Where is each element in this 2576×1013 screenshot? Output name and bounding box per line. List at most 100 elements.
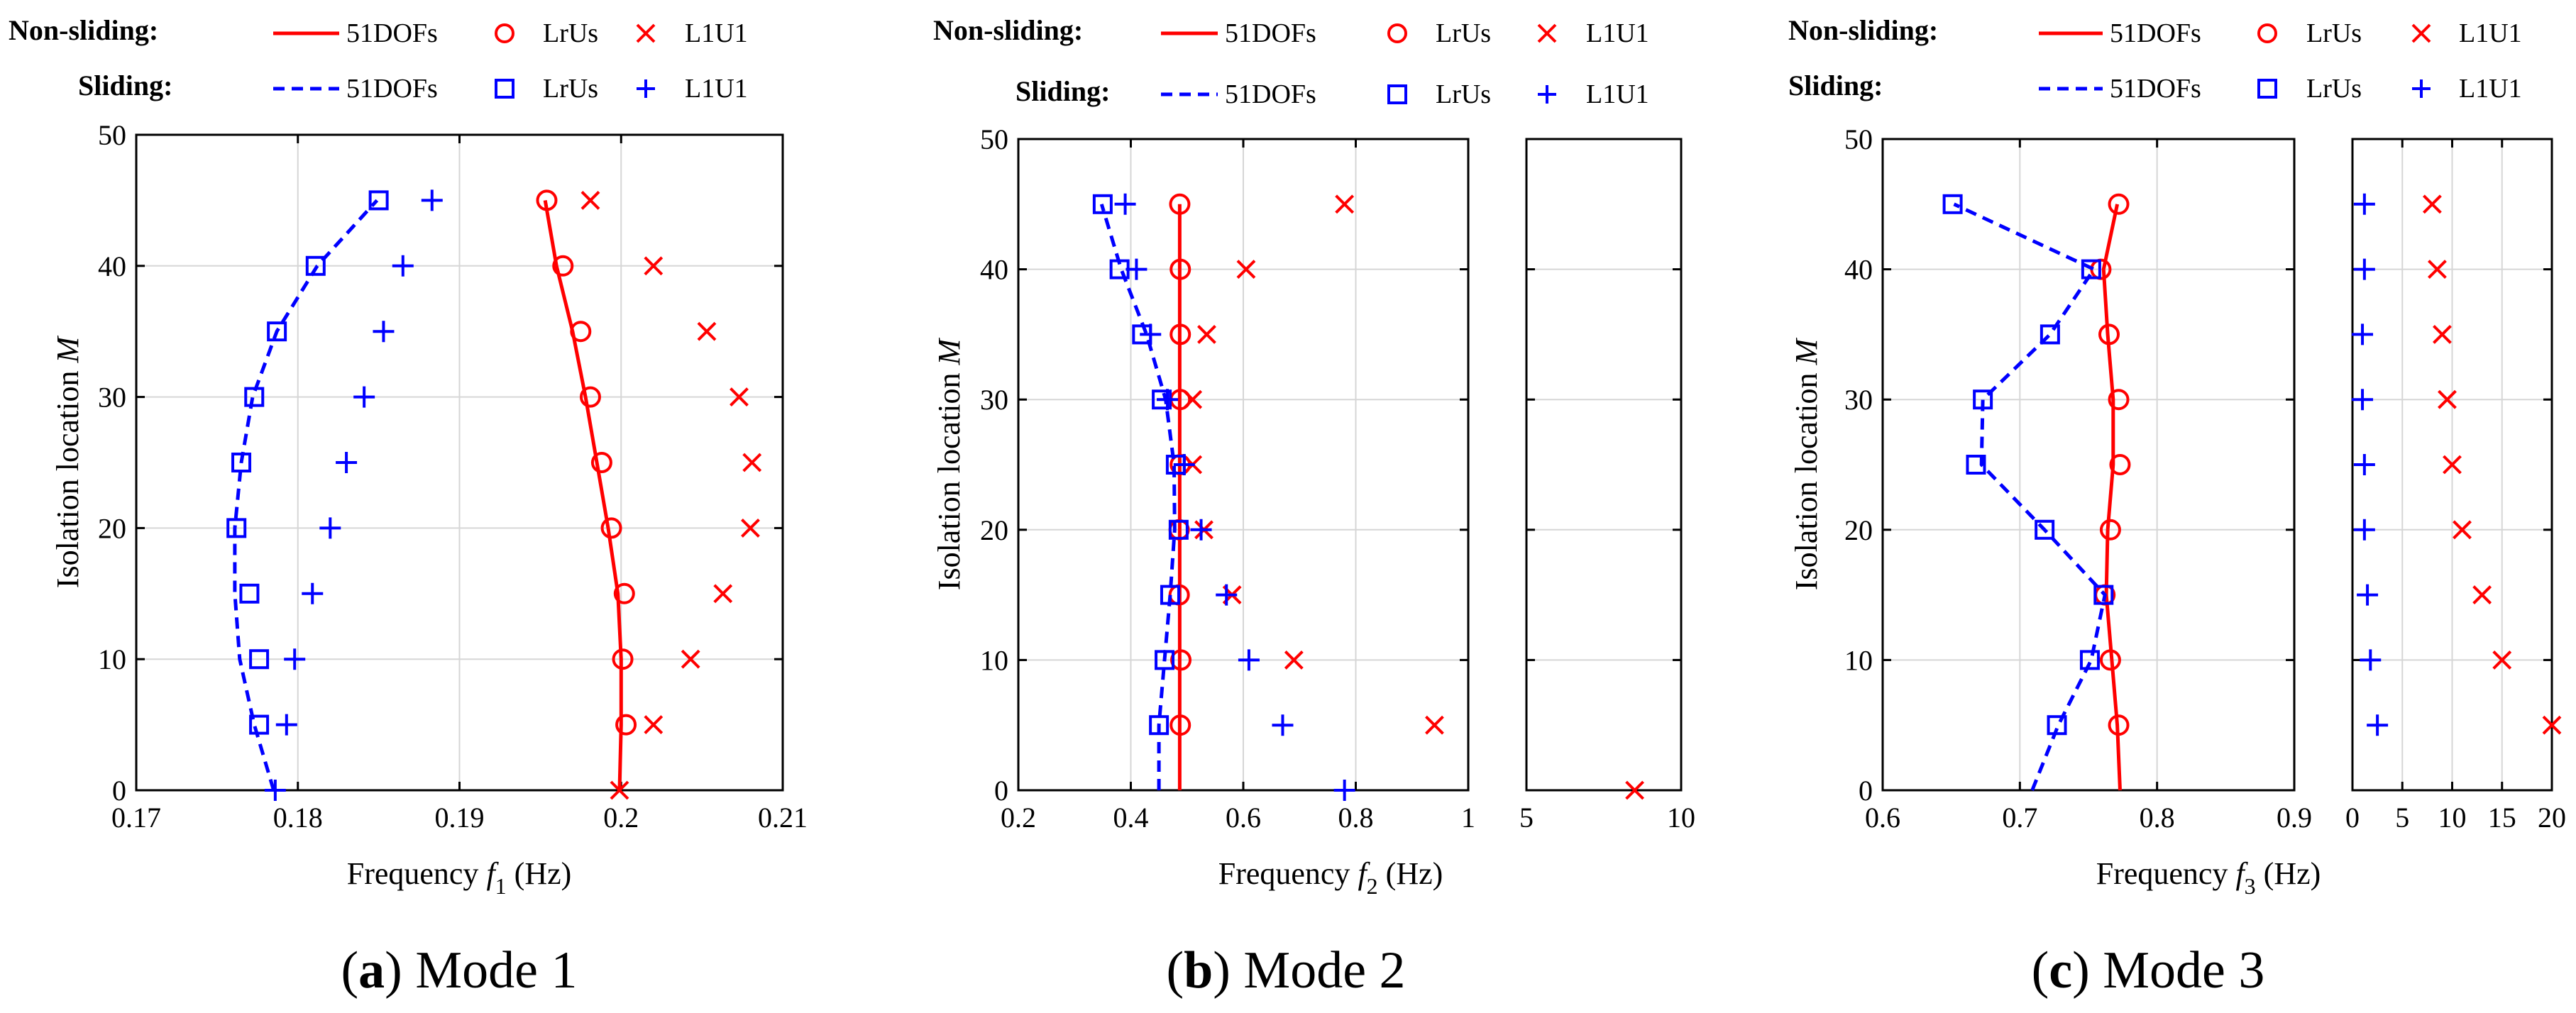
p2-xlabel-part-0: Frequency [1218,856,1358,891]
p2-ylabel-var: M [932,337,967,365]
p3-main-xtick-label: 0.9 [2277,802,2312,834]
p3-point-sliding-lrus [2093,585,2114,605]
p1-point-non-sliding-l1u1 [644,256,664,276]
p3-point-non-sliding-l1u1 [2443,455,2462,475]
p3-main-ytick-label: 50 [1844,123,1873,155]
p1-main-ytick-label: 20 [98,512,126,544]
p3-main-ytick-label: 30 [1844,384,1873,416]
p3-point-non-sliding-l1u1 [2542,715,2562,735]
p2-main-xtick-label: 1 [1461,802,1475,834]
p3-break-xtick-label: 0 [2345,802,2360,834]
legend-b-square-swatch [1387,84,1407,104]
p1-point-sliding-l1u1 [264,780,286,801]
p3-main-ytick-label: 0 [1859,775,1873,807]
legend-b-non-sliding-label: Non-sliding: [933,14,1083,46]
panel-mode-1: 0.17 0.18 0.19 0.2 0.21 0 10 20 30 40 50 Isolation … [50,119,808,1000]
p2-main-xtick-label: 0.6 [1226,802,1261,834]
legend-c-square-swatch [2257,79,2277,99]
p1-point-sliding-l1u1 [336,452,358,473]
p1-point-non-sliding-l1u1 [644,715,664,735]
p3-main-xtick-label: 0.7 [2002,802,2037,834]
p1-point-sliding-l1u1 [284,648,306,670]
legend-c-blue-line-label: 51DOFs [2110,74,2201,104]
legend-c: Non-sliding: Sliding: 51DOFs LrUs L1U1 5… [1788,14,2522,104]
p2-point-non-sliding-lrus [1170,649,1192,671]
p3-break-xtick-label: 20 [2538,802,2566,834]
p2-point-non-sliding-l1u1-axis-break- [1625,780,1645,800]
p3-point-non-sliding-l1u1 [2428,260,2447,279]
p2-point-non-sliding-l1u1 [1236,260,1256,279]
legend-b-cross-label: L1U1 [1586,18,1649,48]
p3-point-sliding-l1u1 [2352,323,2374,345]
p3-main-ytick-label: 20 [1844,514,1873,546]
p3-ylabel-prefix: Isolation location [1789,365,1824,590]
p3-point-sliding-lrus [1966,455,1986,475]
legend-b-cross-swatch [1537,23,1557,43]
p2-point-sliding-lrus [1149,715,1169,736]
legend-a-blue-line-label: 51DOFs [346,74,438,104]
p3-point-sliding-lrus [2047,715,2067,736]
p3-point-non-sliding-lrus [2099,519,2121,541]
p1-point-sliding-lrus [305,255,326,276]
p2-xlabel: Frequency f2 (Hz) [1218,856,1443,899]
p1-point-non-sliding-lrus [600,517,622,539]
p2-point-sliding-l1u1 [1333,780,1355,801]
p1-main-xtick-label: 0.18 [273,802,323,834]
legend-c-plus-label: L1U1 [2459,74,2522,104]
p2-point-sliding-l1u1 [1114,193,1136,215]
p2-caption: (b) Mode 2 [1166,941,1405,1000]
legend-a: Non-sliding: Sliding: 51DOFs LrUs L1U1 5… [9,14,748,104]
p1-main-ytick-label: 40 [98,250,126,282]
p3-point-non-sliding-l1u1 [2453,520,2472,540]
p1-main-xtick-label: 0.21 [758,802,808,834]
p3-series-sliding-51dofs [1953,202,2107,791]
legend-b-plus-swatch [1538,85,1556,104]
p3-break-xtick-label: 5 [2395,802,2409,834]
legend-c-plus-swatch [2412,79,2431,98]
p2-ylabel: Isolation location M [932,337,967,590]
p2-break-frame [1525,138,1683,792]
p1-main-ytick-label: 0 [112,775,126,807]
p1-point-non-sliding-lrus [552,255,574,277]
p2-point-non-sliding-lrus [1169,193,1191,215]
p2-point-sliding-l1u1 [1140,323,1162,345]
p1-point-sliding-l1u1 [421,189,443,211]
legend-a-cross-swatch [636,23,656,43]
p1-point-sliding-lrus [249,714,270,735]
legend-a-square-swatch [495,79,514,99]
p2-point-sliding-l1u1 [1272,714,1294,736]
p2-point-sliding-lrus [1168,519,1189,540]
p3-point-sliding-l1u1 [2360,649,2382,671]
p3-caption-part-1: c [2049,941,2072,1000]
p2-main-ytick-label: 30 [980,384,1008,416]
p2-point-non-sliding-lrus [1169,714,1191,736]
legend-a-non-sliding-label: Non-sliding: [9,14,158,46]
p3-point-sliding-l1u1 [2353,193,2375,215]
p1-point-sliding-lrus [231,453,252,472]
p1-point-non-sliding-lrus [590,452,612,473]
p3-point-sliding-l1u1 [2353,258,2375,280]
p1-series-non-sliding-51dofs [543,199,623,791]
p1-xlabel-part-0: Frequency [347,856,487,891]
legend-b-circle-label: LrUs [1436,18,1491,48]
p1-main-ytick-label: 50 [98,119,126,151]
legend-c-cross-swatch [2411,23,2431,43]
p3-series-non-sliding-51dofs [2101,204,2122,791]
p2-point-sliding-l1u1 [1157,389,1179,411]
p3-caption: (c) Mode 3 [2032,941,2265,1000]
p1-ylabel: Isolation location M [50,335,85,588]
p1-point-non-sliding-l1u1 [742,453,762,472]
p3-main-frame [1881,138,2296,792]
legend-a-sliding-label: Sliding: [78,70,172,101]
p3-caption-part-2: ) Mode 3 [2072,941,2264,1000]
p2-caption-part-2: ) Mode 2 [1213,941,1405,1000]
legend-b-square-label: LrUs [1436,79,1491,109]
p3-main-xtick-label: 0.8 [2140,802,2175,834]
p2-break-xtick-label: 5 [1519,802,1534,834]
legend-c-circle-label: LrUs [2306,18,2362,48]
p1-main-ytick-label: 30 [98,382,126,414]
p2-point-sliding-lrus [1092,194,1113,214]
legend-b-plus-label: L1U1 [1586,79,1649,109]
p3-point-sliding-lrus [2035,519,2055,540]
